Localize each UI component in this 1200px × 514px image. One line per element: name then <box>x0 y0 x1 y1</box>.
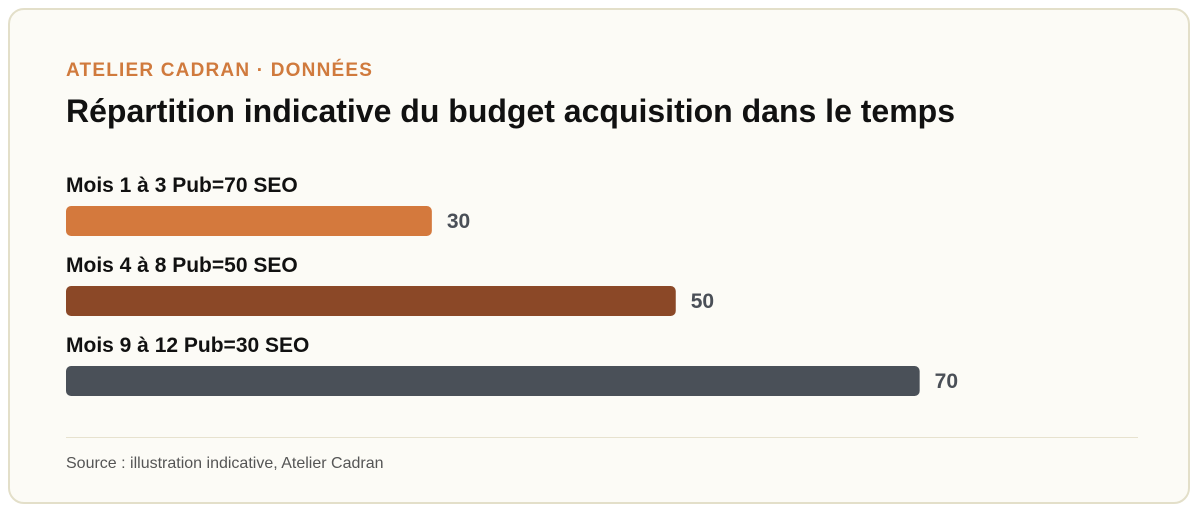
value-label: 70 <box>935 370 958 393</box>
footer-divider <box>66 437 1138 438</box>
chart-card: ATELIER CADRAN · DONNÉES Répartition ind… <box>8 8 1190 504</box>
bar-row: Mois 9 à 12 Pub=30 SEO 70 <box>66 334 958 396</box>
category-label: Mois 9 à 12 Pub=30 SEO <box>66 334 309 357</box>
eyebrow-label: ATELIER CADRAN · DONNÉES <box>66 60 374 81</box>
bar-row: Mois 1 à 3 Pub=70 SEO 30 <box>66 174 470 236</box>
bar-chart-svg: Mois 1 à 3 Pub=70 SEO 30 Mois 4 à 8 Pub=50… <box>66 174 958 396</box>
category-label: Mois 1 à 3 Pub=70 SEO <box>66 174 298 197</box>
bar-row: Mois 4 à 8 Pub=50 SEO 50 <box>66 254 714 316</box>
source-note: Source : illustration indicative, Atelie… <box>66 455 384 472</box>
bar <box>66 206 432 236</box>
category-label: Mois 4 à 8 Pub=50 SEO <box>66 254 298 277</box>
value-label: 30 <box>447 210 470 233</box>
chart-title: Répartition indicative du budget acquisi… <box>66 93 955 129</box>
bar <box>66 366 920 396</box>
bar <box>66 286 676 316</box>
value-label: 50 <box>691 290 714 313</box>
bar-chart: Mois 1 à 3 Pub=70 SEO 30 Mois 4 à 8 Pub=50… <box>66 160 1066 400</box>
